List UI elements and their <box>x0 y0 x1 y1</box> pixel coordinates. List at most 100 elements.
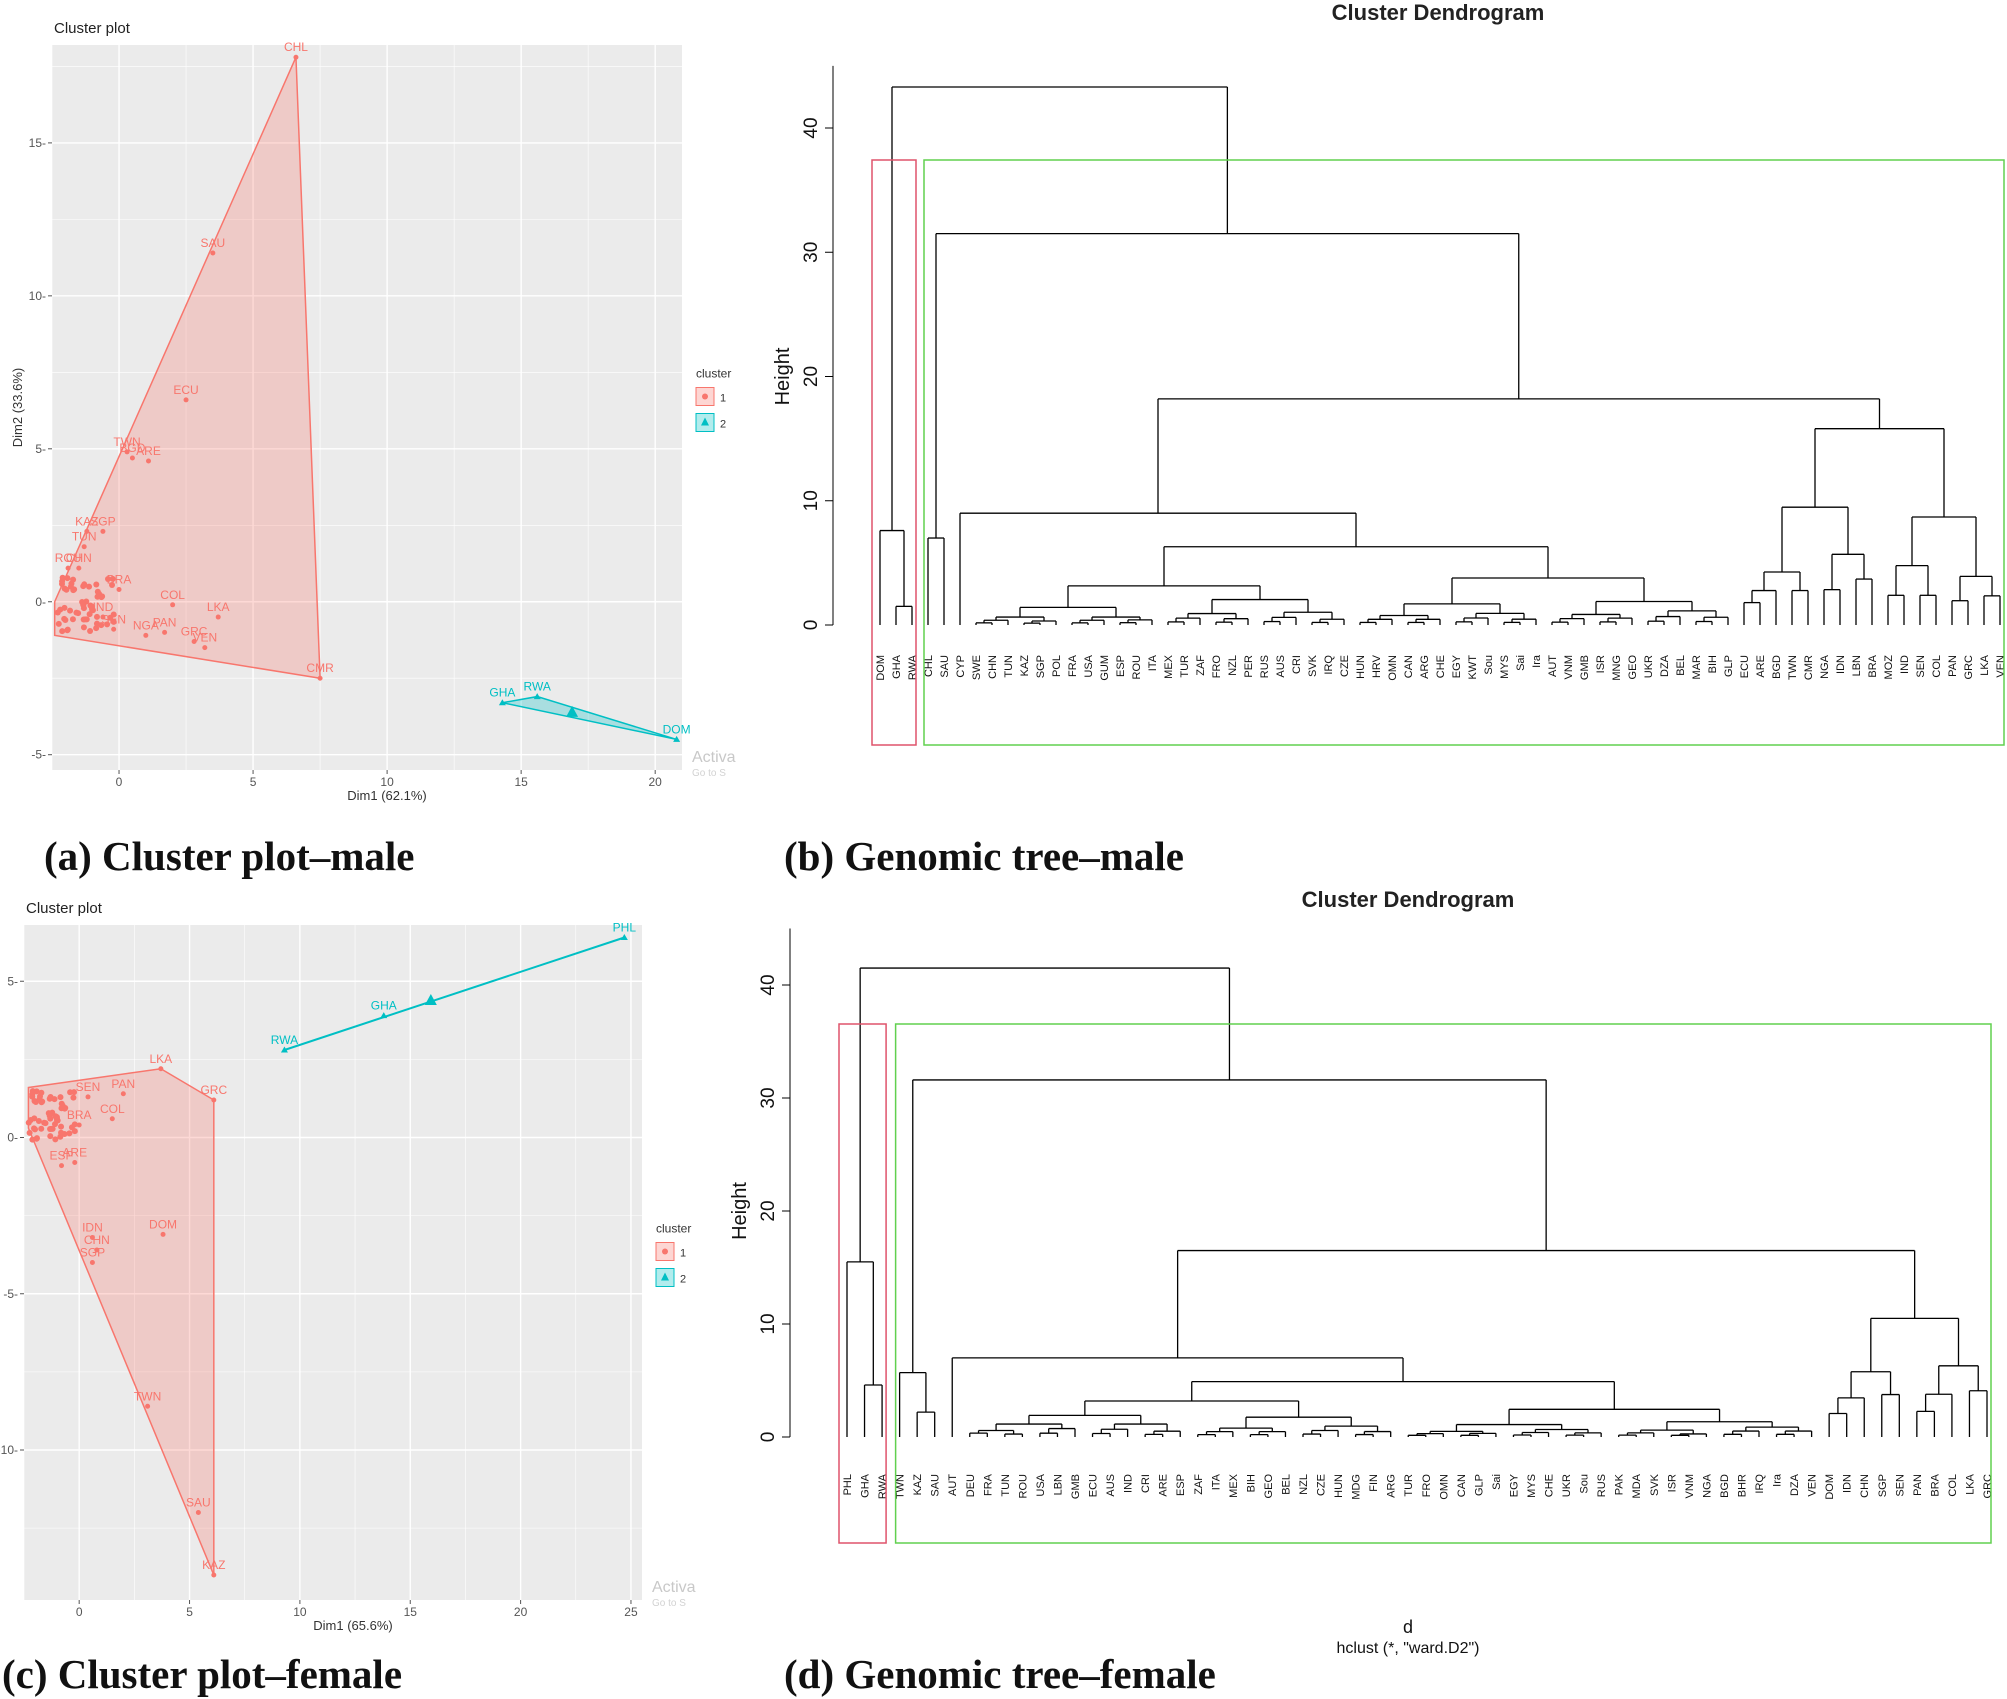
watermark-settings: Go to S <box>692 768 726 779</box>
point-IND <box>100 614 106 620</box>
y-tick-label: 0 <box>758 1432 779 1443</box>
leaf-label-OMN: OMN <box>1387 655 1399 681</box>
leaf-label-USA: USA <box>1035 1473 1047 1496</box>
point-label-PHL: PHL <box>613 921 637 935</box>
cluster-1-point <box>67 583 74 590</box>
point-label-RWA: RWA <box>271 1033 298 1047</box>
leaf-label-ARE: ARE <box>1755 655 1767 678</box>
leaf-label-ZAF: ZAF <box>1193 1474 1205 1495</box>
leaf-label-FRO: FRO <box>1421 1474 1433 1498</box>
point-label-IDN: IDN <box>82 1221 103 1235</box>
leaf-label-GEO: GEO <box>1263 1474 1275 1499</box>
point-label-SEN: SEN <box>101 612 126 626</box>
leaf-label-LBN: LBN <box>1851 655 1863 676</box>
x-tick-label: 15 <box>514 775 528 789</box>
point-label-SAU: SAU <box>186 1496 211 1510</box>
leaf-label-IDN: IDN <box>1842 1474 1854 1493</box>
cluster-1-point <box>47 1115 54 1122</box>
leaf-label-COL: COL <box>1931 655 1943 678</box>
x-tick-label: 20 <box>514 1605 528 1619</box>
point-label-LKA: LKA <box>149 1052 172 1066</box>
cluster-1-point <box>58 1123 65 1130</box>
leaf-label-TWN: TWN <box>1787 655 1799 680</box>
y-tick-label: -5- <box>31 748 46 762</box>
x-tick-label: 0 <box>76 1605 83 1619</box>
cluster-1-point <box>29 1136 36 1143</box>
point-label-ARE: ARE <box>136 444 161 458</box>
y-tick-label: 5- <box>7 974 18 988</box>
y-tick-label: 0- <box>7 1131 18 1145</box>
leaf-label-ROU: ROU <box>1131 655 1143 680</box>
leaf-label-EGY: EGY <box>1508 1473 1520 1497</box>
point-label-SEN: SEN <box>76 1080 101 1094</box>
legend-dot <box>702 393 708 400</box>
leaf-label-PER: PER <box>1243 655 1255 678</box>
point-RWA <box>280 1046 288 1053</box>
y-tick-label: -10- <box>0 1443 18 1457</box>
leaf-label-HUN: HUN <box>1355 655 1367 679</box>
x-tick-label: 25 <box>624 1605 638 1619</box>
cluster-1-point <box>104 576 111 583</box>
point-SGP <box>89 1260 95 1265</box>
point-ARE <box>72 1160 78 1165</box>
leaf-label-CZE: CZE <box>1316 1474 1328 1496</box>
cluster-1-hull <box>53 56 321 680</box>
leaf-label-KWT: KWT <box>1467 655 1479 680</box>
leaf-label-CRI: CRI <box>1140 1474 1152 1493</box>
point-ARE <box>146 458 152 464</box>
point-PAN <box>120 1091 126 1097</box>
point-ESP <box>59 1163 65 1169</box>
plot-title: Cluster plot <box>26 900 103 917</box>
cluster-1-point <box>64 627 71 634</box>
cluster-1-point <box>81 581 88 588</box>
leaf-label-PHL: PHL <box>842 1474 854 1495</box>
cluster-plot-a: Cluster plot 0 5 10 15 20 -5- 0- 5- 10- 15- Dim1 (6… <box>10 20 736 803</box>
leaf-label-GLP: GLP <box>1473 1474 1485 1496</box>
y-tick-label: 10 <box>801 490 822 511</box>
point-CHN <box>76 565 82 571</box>
leaf-label-CHE: CHE <box>1544 1474 1556 1497</box>
y-tick-label: 20 <box>758 1200 779 1221</box>
leaf-label-DOM: DOM <box>875 655 887 681</box>
leaf-label-TUR: TUR <box>1179 655 1191 678</box>
cluster-1-point <box>93 625 100 632</box>
point-label-GRC: GRC <box>200 1083 227 1097</box>
y-tick-label: 5- <box>35 442 46 456</box>
cluster-1-point <box>54 609 61 616</box>
cluster-1-point <box>41 1119 48 1126</box>
leaf-label-ARG: ARG <box>1419 655 1431 679</box>
x-tick-label: 20 <box>649 775 663 789</box>
leaf-label-RWA: RWA <box>877 1473 889 1499</box>
cluster-2-hull <box>284 936 625 1051</box>
leaf-label-KAZ: KAZ <box>1019 655 1031 677</box>
cluster-1-point <box>59 628 66 635</box>
cluster-1-point <box>80 624 87 631</box>
cluster-1-point <box>66 1130 73 1137</box>
point-BGD <box>129 455 135 461</box>
point-COL <box>109 1116 115 1122</box>
cluster-1-point <box>61 1131 68 1138</box>
y-tick-label: 10- <box>29 289 46 303</box>
point-SGP <box>100 528 106 534</box>
leaf-label-BEL: BEL <box>1280 1474 1292 1495</box>
leaf-label-NGA: NGA <box>1819 654 1831 679</box>
caption-b: (b) Genomic tree–male <box>784 833 1184 879</box>
cluster-1-point <box>36 1096 43 1103</box>
cluster-rect-1 <box>871 159 917 746</box>
leaf-label-PAN: PAN <box>1912 1474 1924 1496</box>
leaf-label-BRA: BRA <box>1929 1473 1941 1496</box>
leaf-label-IDN: IDN <box>1835 655 1847 674</box>
point-DOM <box>160 1231 166 1237</box>
leaf-label-GUM: GUM <box>1099 655 1111 681</box>
leaf-label-FRO: FRO <box>1211 655 1223 679</box>
caption-c: (c) Cluster plot–female <box>2 1651 403 1697</box>
point-TWN <box>145 1403 151 1409</box>
leaf-label-FIN: FIN <box>1368 1474 1380 1492</box>
leaf-label-AUT: AUT <box>947 1474 959 1496</box>
leaf-label-IND: IND <box>1123 1474 1135 1493</box>
leaf-label-BGD: BGD <box>1719 1474 1731 1498</box>
leaf-label-NZL: NZL <box>1227 655 1239 676</box>
point-SEN <box>111 626 117 632</box>
leaf-label-CYP: CYP <box>955 655 967 678</box>
